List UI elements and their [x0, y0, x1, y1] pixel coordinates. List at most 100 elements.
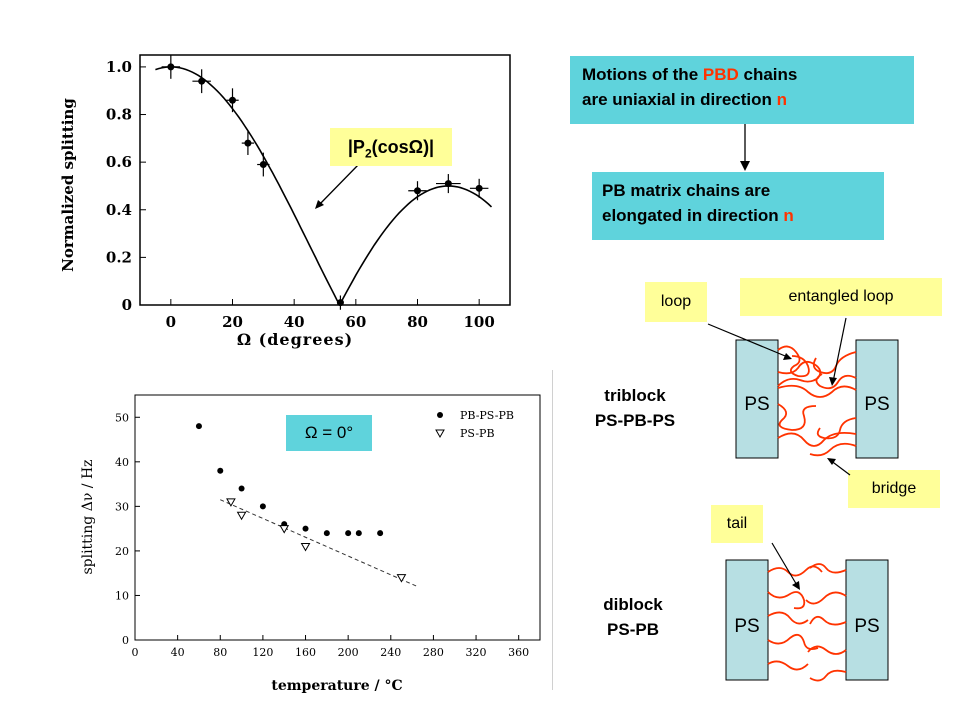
entangled-pointer — [832, 317, 847, 383]
panel-separator — [552, 370, 553, 690]
chart2-ytick-label: 0 — [122, 634, 129, 647]
chart2-frame — [134, 394, 541, 641]
chart2-trend-line — [220, 499, 418, 588]
chart1-ytick-label: 0.2 — [106, 248, 132, 266]
chart2-point-ps-pb — [236, 511, 247, 521]
legend-label-pb-ps-pb: PB-PS-PB — [460, 409, 514, 422]
legend-marker-filled-circle — [437, 412, 443, 418]
triblock-chains — [777, 345, 857, 457]
chart1-xtick-label: 40 — [284, 313, 305, 331]
chart1-ylabel: Normalized splitting — [59, 98, 77, 272]
chart1-xtick-label: 60 — [345, 313, 366, 331]
chart2-legend: PB-PS-PB PS-PB — [435, 409, 514, 440]
chart1-arrow-head — [315, 200, 324, 209]
chart2-point-pb-ps-pb — [377, 530, 384, 537]
bridge-label: bridge — [848, 470, 940, 508]
motions-text-pbd: PBD — [702, 65, 739, 84]
chart1-point — [336, 299, 344, 307]
chart1-frame — [139, 54, 511, 306]
chart1-point — [167, 63, 175, 71]
chart2-ytick-label: 10 — [115, 589, 129, 602]
chart2-point-ps-pb — [226, 498, 236, 507]
chart2-point-ps-pb — [396, 574, 407, 583]
ps-block-di-right — [845, 559, 889, 681]
chart2-ytick-label: 20 — [115, 545, 129, 558]
chart2-ytick-label: 40 — [115, 456, 129, 469]
pb-text-2a: elongated in direction — [602, 206, 784, 225]
loop-pointer — [707, 323, 791, 359]
chart1-xtick-label: 0 — [166, 313, 176, 331]
ps-label-tri-right: PS — [864, 394, 889, 415]
p2-annotation-box: |P2(cosΩ)| — [330, 128, 452, 166]
chart2-ytick-label: 50 — [115, 411, 129, 424]
pb-text-n: n — [783, 206, 794, 225]
motions-text-1a: Motions of the — [582, 65, 703, 84]
ps-block-tri-left — [735, 339, 779, 459]
chart-normalized-splitting: 0 0.2 0.4 0.6 0.8 1.0 0 20 40 60 80 100 Normalized… — [59, 54, 511, 349]
chart2-point-pb-ps-pb — [302, 525, 309, 532]
chart2-xtick-label: 280 — [423, 646, 444, 659]
pb-matrix-box: PB matrix chains are elongated in direct… — [592, 172, 884, 240]
p2-sub: 2 — [364, 146, 372, 161]
chart1-point — [475, 184, 483, 192]
chart1-xtick-label: 80 — [407, 313, 428, 331]
p2-main: |P — [347, 137, 365, 157]
legend-label-ps-pb: PS-PB — [460, 427, 495, 440]
chart2-ytick-label: 30 — [115, 500, 129, 513]
chart1-point — [444, 180, 452, 188]
down-arrow — [740, 124, 750, 171]
motions-text-2a: are uniaxial in direction — [582, 90, 777, 109]
omega-zero-box: Ω = 0° — [286, 415, 372, 451]
pb-text-1: PB matrix chains are — [602, 181, 771, 200]
entangled-loop-label: entangled loop — [740, 278, 942, 316]
motions-text-1c: chains — [738, 65, 798, 84]
chart1-ytick-label: 1.0 — [106, 58, 132, 76]
chart2-xtick-label: 0 — [132, 646, 139, 659]
chart1-point — [259, 161, 267, 169]
chart2-point-ps-pb — [300, 542, 311, 552]
tail-label: tail — [711, 505, 763, 543]
chart2-point-pb-ps-pb — [345, 530, 352, 537]
chart1-ytick-label: 0.8 — [106, 106, 132, 124]
chart2-xlabel: temperature / °C — [271, 678, 402, 694]
chart2-xtick-label: 40 — [171, 646, 185, 659]
chart2-point-ps-pb — [279, 525, 290, 534]
chart2-ylabel: splitting Δν / Hz — [80, 459, 96, 574]
chart2-point-pb-ps-pb — [323, 530, 330, 537]
loop-label: loop — [645, 282, 707, 322]
motions-box: Motions of the PBD chains are uniaxial i… — [570, 56, 914, 124]
chart1-xtick-label: 100 — [464, 313, 495, 331]
diblock-chains — [767, 563, 847, 682]
chart2-point-pb-ps-pb — [217, 467, 224, 474]
ps-block-di-left — [725, 559, 769, 681]
chart2-point-pb-ps-pb — [195, 423, 202, 430]
chart2-point-pb-ps-pb — [238, 485, 245, 492]
chart2-xtick-label: 320 — [466, 646, 487, 659]
chart2-point-pb-ps-pb — [259, 503, 266, 510]
motions-text-n: n — [776, 90, 788, 109]
ps-label-di-right: PS — [854, 616, 879, 637]
chart2-xtick-label: 80 — [213, 646, 227, 659]
chart1-point — [198, 77, 206, 85]
chart1-xtick-label: 20 — [222, 313, 243, 331]
tail-pointer — [771, 542, 799, 588]
chart2-xtick-label: 360 — [508, 646, 529, 659]
diblock-label: diblock PS-PB — [603, 595, 663, 639]
p2-end: (cosΩ)| — [371, 137, 435, 157]
legend-marker-open-triangle — [435, 429, 445, 439]
chart2-xtick-label: 160 — [295, 646, 316, 659]
chart1-point — [414, 187, 421, 195]
ps-block-tri-right — [855, 339, 899, 459]
ps-label-di-left: PS — [734, 616, 759, 637]
chart1-ytick-label: 0.6 — [106, 153, 132, 171]
chart1-annotation-arrow — [316, 162, 361, 208]
chart2-xtick-label: 240 — [380, 646, 401, 659]
ps-label-tri-left: PS — [744, 394, 769, 415]
chart1-xlabel: Ω (degrees) — [237, 330, 353, 349]
chart1-ytick-label: 0 — [122, 296, 132, 314]
chart-splitting-temperature: 0 10 20 30 40 50 0 40 80 120 160 200 240 280 320 360 P… — [80, 394, 541, 694]
polymer-diagram: PS PS PS PS — [707, 317, 899, 682]
triblock-label: triblock PS-PB-PS — [594, 386, 676, 430]
chart1-point — [229, 96, 236, 104]
chart2-point-pb-ps-pb — [355, 530, 362, 537]
